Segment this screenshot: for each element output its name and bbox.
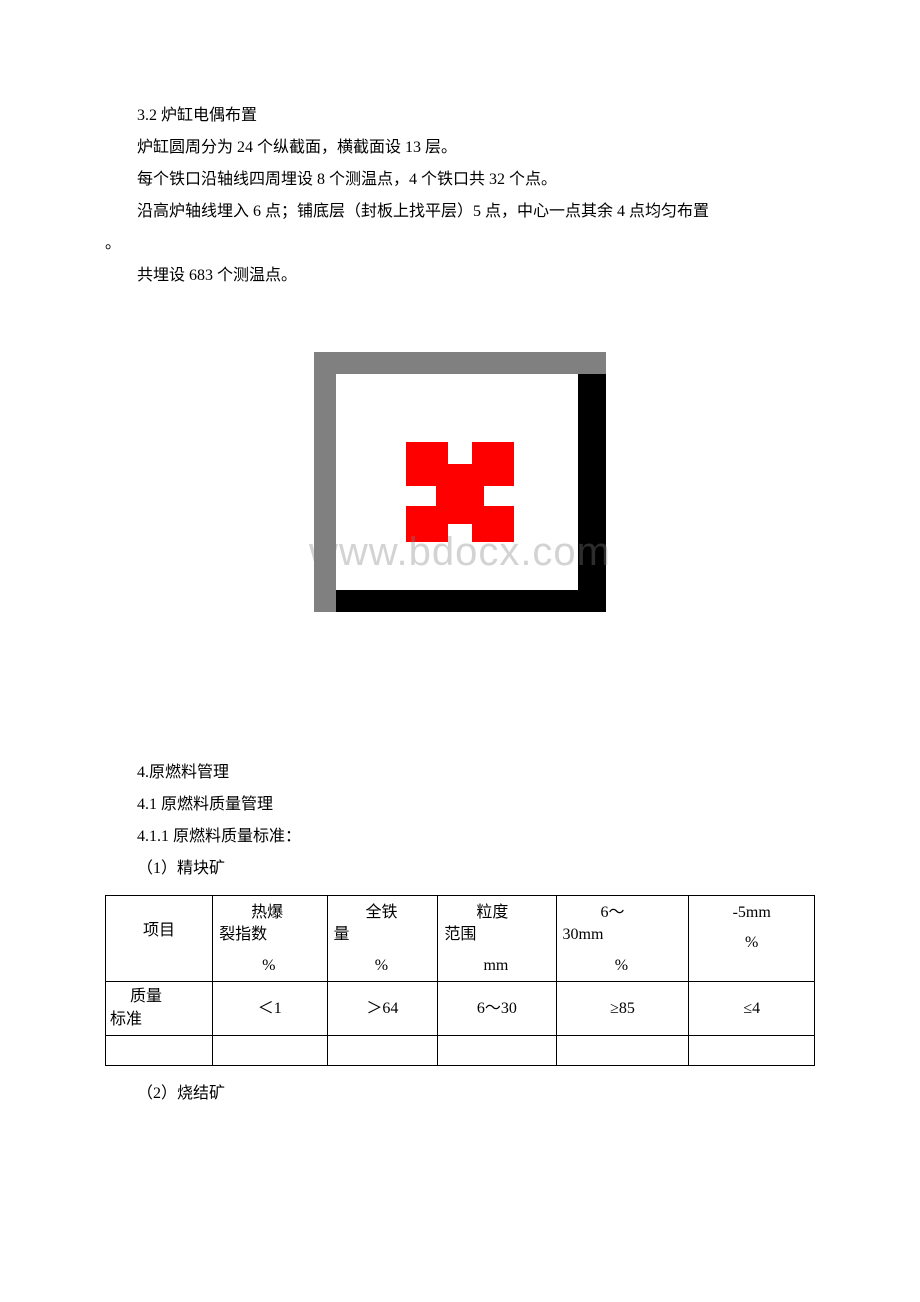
header-total-iron: 全铁 量 % xyxy=(327,896,438,982)
material-quality-table: 项目 热爆 裂指数 % 全铁 量 % 粒度 范围 mm 6～ xyxy=(105,895,815,1066)
section-4-1-1-title: 4.1.1 原燃料质量标准： xyxy=(105,821,815,853)
table-empty-row xyxy=(106,1036,815,1066)
section-4-title: 4.原燃料管理 xyxy=(105,757,815,789)
header-thermal-crack: 热爆 裂指数 % xyxy=(213,896,327,982)
cell-grain-value: 6～30 xyxy=(438,982,556,1036)
cell-30mm-value: ≥85 xyxy=(556,982,689,1036)
watermark-text: www.bdocx.com xyxy=(309,512,611,592)
section-3-2-line4: 共埋设 683 个测温点。 xyxy=(105,260,815,292)
cell-iron-value: ＞64 xyxy=(327,982,438,1036)
section-3-2-line2: 每个铁口沿轴线四周埋设 8 个测温点，4 个铁口共 32 个点。 xyxy=(105,164,815,196)
header-minus5mm: -5mm % xyxy=(689,896,815,982)
section-3-2-line3: 沿高炉轴线埋入 6 点；铺底层（封板上找平层）5 点，中心一点其余 4 点均匀布… xyxy=(105,196,815,228)
table-data-row: 质量 标准 ＜1 ＞64 6～30 ≥85 ≤4 xyxy=(106,982,815,1036)
header-6-30mm: 6～ 30mm % xyxy=(556,896,689,982)
section-4-item1: （1）精块矿 xyxy=(105,853,815,885)
cell-5mm-value: ≤4 xyxy=(689,982,815,1036)
cell-thermal-value: ＜1 xyxy=(213,982,327,1036)
section-4-item2: （2）烧结矿 xyxy=(105,1078,815,1110)
header-item: 项目 xyxy=(106,896,213,982)
section-3-2-line1: 炉缸圆周分为 24 个纵截面，横截面设 13 层。 xyxy=(105,132,815,164)
placeholder-image-container: www.bdocx.com xyxy=(105,352,815,612)
section-3-2-line3-end: 。 xyxy=(105,228,815,260)
header-grain-range: 粒度 范围 mm xyxy=(438,896,556,982)
cell-quality-standard: 质量 标准 xyxy=(106,982,213,1036)
section-3-2-title: 3.2 炉缸电偶布置 xyxy=(105,100,815,132)
section-4-1-title: 4.1 原燃料质量管理 xyxy=(105,789,815,821)
table-header-row: 项目 热爆 裂指数 % 全铁 量 % 粒度 范围 mm 6～ xyxy=(106,896,815,982)
